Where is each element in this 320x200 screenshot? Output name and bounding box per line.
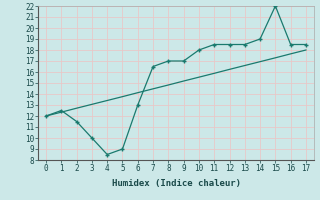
X-axis label: Humidex (Indice chaleur): Humidex (Indice chaleur) [111,179,241,188]
